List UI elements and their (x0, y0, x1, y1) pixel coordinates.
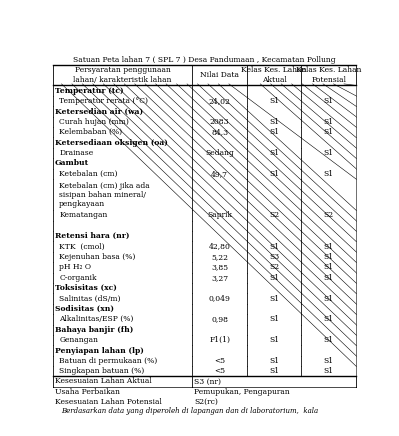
Text: Salinitas (dS/m): Salinitas (dS/m) (59, 295, 120, 303)
Text: Sodisitas (xn): Sodisitas (xn) (55, 305, 114, 313)
Text: 0,98: 0,98 (211, 315, 228, 324)
Text: Kesesuaian Lahan Aktual: Kesesuaian Lahan Aktual (55, 378, 151, 385)
Text: Temperatur (tc): Temperatur (tc) (55, 87, 123, 95)
Text: pengkayaan: pengkayaan (59, 201, 105, 208)
Text: S1: S1 (324, 170, 334, 178)
Text: S3: S3 (269, 253, 279, 261)
Text: S1: S1 (269, 128, 279, 136)
Text: Kelas Kes. Lahan
Potensial: Kelas Kes. Lahan Potensial (296, 66, 361, 84)
Text: KTK  (cmol): KTK (cmol) (59, 242, 105, 251)
Text: sisipan bahan mineral/: sisipan bahan mineral/ (59, 191, 146, 199)
Text: Batuan di permukaan (%): Batuan di permukaan (%) (59, 357, 158, 365)
Text: S1: S1 (269, 170, 279, 178)
Text: S1: S1 (269, 242, 279, 251)
Text: S1: S1 (324, 97, 334, 105)
Text: Alkalinitas/ESP (%): Alkalinitas/ESP (%) (59, 315, 134, 324)
Text: S2(rc): S2(rc) (194, 398, 218, 405)
Text: S1: S1 (324, 128, 334, 136)
Text: S1: S1 (324, 242, 334, 251)
Text: F1(1): F1(1) (209, 336, 230, 344)
Text: Sedang: Sedang (205, 149, 234, 157)
Text: S1: S1 (324, 315, 334, 324)
Text: 84,3: 84,3 (211, 128, 228, 136)
Text: 3,27: 3,27 (211, 274, 228, 282)
Text: S3 (nr): S3 (nr) (194, 378, 221, 385)
Text: S1: S1 (324, 118, 334, 126)
Text: Ketersediaan oksigen (oa): Ketersediaan oksigen (oa) (55, 139, 168, 146)
Text: Satuan Peta lahan 7 ( SPL 7 ) Desa Pandumaan , Kecamatan Pollung: Satuan Peta lahan 7 ( SPL 7 ) Desa Pandu… (73, 56, 336, 64)
Text: Ketebalan (cm): Ketebalan (cm) (59, 170, 118, 178)
Text: 3,85: 3,85 (211, 263, 228, 271)
Text: pH H₂ O: pH H₂ O (59, 263, 91, 271)
Text: Temperatur rerata (°C): Temperatur rerata (°C) (59, 97, 148, 105)
Text: S1: S1 (269, 97, 279, 105)
Text: S1: S1 (269, 315, 279, 324)
Text: S1: S1 (269, 295, 279, 303)
Text: Pemupukan, Pengapuran: Pemupukan, Pengapuran (194, 388, 290, 395)
Text: Persyaratan penggunaan
lahan/ karakteristik lahan: Persyaratan penggunaan lahan/ karakteris… (73, 66, 172, 84)
Text: Berdasarkan data yang diperoleh di lapangan dan di laboratorium,  kala: Berdasarkan data yang diperoleh di lapan… (61, 407, 318, 415)
Text: S1: S1 (324, 149, 334, 157)
Text: S1: S1 (324, 274, 334, 282)
Text: S1: S1 (324, 295, 334, 303)
Text: Nilai Data: Nilai Data (200, 71, 239, 79)
Text: <5: <5 (214, 357, 225, 365)
Text: S1: S1 (269, 274, 279, 282)
Text: S1: S1 (269, 149, 279, 157)
Text: S1: S1 (269, 367, 279, 375)
Text: 24,02: 24,02 (209, 97, 231, 105)
Text: 0,049: 0,049 (209, 295, 231, 303)
Text: <5: <5 (214, 367, 225, 375)
Text: Kematangan: Kematangan (59, 211, 108, 219)
Text: Kelas Kes. Lahan
Aktual: Kelas Kes. Lahan Aktual (241, 66, 307, 84)
Text: Genangan: Genangan (59, 336, 98, 344)
Text: Bahaya banjir (fh): Bahaya banjir (fh) (55, 326, 133, 334)
Text: Drainase: Drainase (59, 149, 93, 157)
Text: S1: S1 (324, 263, 334, 271)
Text: S1: S1 (324, 336, 334, 344)
Text: S1: S1 (269, 118, 279, 126)
Text: Gambut: Gambut (55, 160, 89, 167)
Text: Ketersedian air (wa): Ketersedian air (wa) (55, 107, 143, 116)
Text: 49,7: 49,7 (211, 170, 228, 178)
Text: S1: S1 (269, 336, 279, 344)
Text: Saprik: Saprik (207, 211, 232, 219)
Text: Retensi hara (nr): Retensi hara (nr) (55, 232, 129, 240)
Text: Usaha Perbaikan: Usaha Perbaikan (55, 388, 120, 395)
Text: 42,80: 42,80 (209, 242, 231, 251)
Text: C-organik: C-organik (59, 274, 97, 282)
Text: S1: S1 (324, 357, 334, 365)
Text: Singkapan batuan (%): Singkapan batuan (%) (59, 367, 144, 375)
Text: Ketebalan (cm) jika ada: Ketebalan (cm) jika ada (59, 182, 150, 190)
Text: S1: S1 (324, 253, 334, 261)
Text: S2: S2 (269, 263, 279, 271)
Text: Kesesuaian Lahan Potensial: Kesesuaian Lahan Potensial (55, 398, 162, 405)
Text: S2: S2 (269, 211, 279, 219)
Text: Penyiapan lahan (lp): Penyiapan lahan (lp) (55, 347, 143, 354)
Text: Curah hujan (mm): Curah hujan (mm) (59, 118, 129, 126)
Text: S2: S2 (324, 211, 334, 219)
Text: Toksisitas (xc): Toksisitas (xc) (55, 284, 117, 292)
Text: 2083: 2083 (210, 118, 229, 126)
Text: S1: S1 (269, 357, 279, 365)
Text: Kelembaban (%): Kelembaban (%) (59, 128, 122, 136)
Text: Kejenuhan basa (%): Kejenuhan basa (%) (59, 253, 136, 261)
Text: S1: S1 (324, 367, 334, 375)
Text: 5,22: 5,22 (211, 253, 228, 261)
